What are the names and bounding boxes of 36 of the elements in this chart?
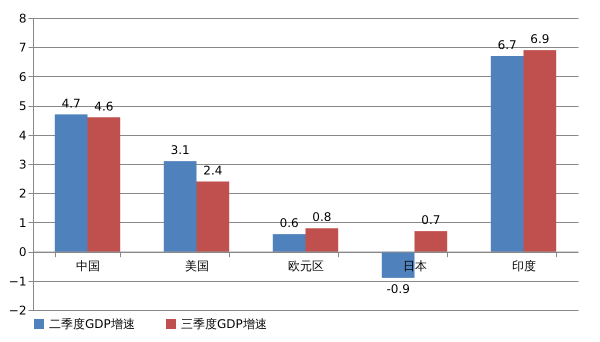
data-label: 4.7 bbox=[62, 96, 81, 110]
x-tick-label: 美国 bbox=[185, 259, 209, 274]
bar bbox=[524, 50, 556, 252]
bar bbox=[414, 231, 448, 252]
y-tick-label: 2 bbox=[18, 186, 26, 201]
data-label: 2.4 bbox=[203, 164, 222, 178]
bar bbox=[306, 228, 338, 252]
data-label: 3.1 bbox=[170, 143, 190, 158]
y-tick-label: −1 bbox=[8, 274, 26, 288]
data-label: 0.8 bbox=[312, 210, 332, 224]
data-label: 4.6 bbox=[94, 99, 114, 114]
y-tick-label: 3 bbox=[18, 158, 26, 172]
data-label: 0.7 bbox=[421, 213, 440, 228]
y-tick-label: 0 bbox=[18, 245, 26, 260]
bar bbox=[164, 161, 196, 252]
legend-label: 二季度GDP增速 bbox=[49, 317, 135, 331]
x-tick-label: 中国 bbox=[76, 259, 100, 274]
y-tick-label: 1 bbox=[18, 216, 26, 230]
data-label: 6.9 bbox=[530, 32, 550, 46]
y-tick-label: 8 bbox=[18, 12, 26, 26]
bar bbox=[490, 56, 524, 252]
y-tick-label: 5 bbox=[18, 99, 26, 114]
bar bbox=[54, 114, 88, 252]
y-tick-label: 7 bbox=[18, 40, 26, 55]
data-label: -0.9 bbox=[386, 282, 410, 296]
x-tick-label: 欧元区 bbox=[288, 259, 324, 274]
bar bbox=[196, 182, 230, 252]
y-tick-label: 4 bbox=[18, 128, 26, 142]
legend-label: 三季度GDP增速 bbox=[181, 317, 267, 331]
data-label: 0.6 bbox=[280, 216, 299, 230]
data-label: 6.7 bbox=[498, 38, 517, 52]
y-tick-label: 6 bbox=[18, 70, 26, 84]
x-tick-label: 印度 bbox=[512, 259, 536, 274]
bar bbox=[88, 117, 120, 252]
bar bbox=[272, 234, 306, 252]
y-tick-label: −2 bbox=[8, 304, 26, 318]
